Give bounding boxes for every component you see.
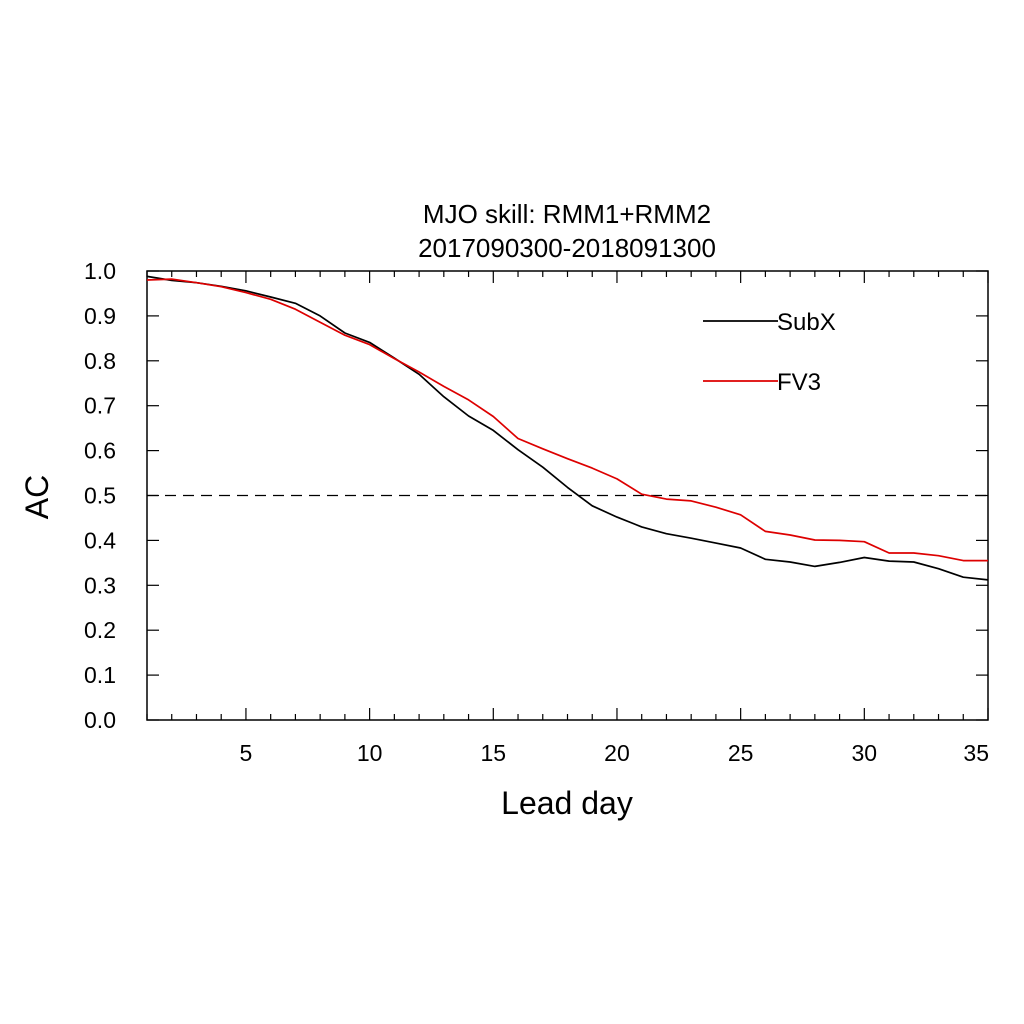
y-axis-label: AC xyxy=(19,475,55,519)
x-tick-label: 15 xyxy=(480,740,506,766)
series-line-subx xyxy=(146,275,989,581)
y-tick-label: 0.9 xyxy=(84,303,116,329)
y-tick-label: 0.4 xyxy=(84,527,116,553)
legend-label-fv3: FV3 xyxy=(777,369,821,396)
y-tick-label: 1.0 xyxy=(84,258,116,284)
legend-label-subx: SubX xyxy=(777,309,836,336)
y-tick-label: 0.0 xyxy=(84,707,116,733)
y-tick-label: 0.6 xyxy=(84,438,116,464)
x-axis-label: Lead day xyxy=(501,785,633,821)
y-tick-label: 0.3 xyxy=(84,572,116,598)
x-tick-label: 30 xyxy=(852,740,878,766)
x-tick-label: 5 xyxy=(240,740,253,766)
chart-subtitle: 2017090300-2018091300 xyxy=(418,233,716,263)
y-tick-label: 0.5 xyxy=(84,483,116,509)
y-axis-ticks: 0.0 0.1 0.2 0.3 0.4 0.5 0.6 0.7 0.8 0.9 1.0 xyxy=(84,258,988,733)
x-tick-label: 20 xyxy=(604,740,630,766)
series-group xyxy=(146,275,989,581)
y-tick-label: 0.8 xyxy=(84,348,116,374)
x-tick-label: 10 xyxy=(357,740,383,766)
x-axis-ticks: 5 10 15 20 25 30 35 xyxy=(146,271,989,766)
x-tick-label: 25 xyxy=(728,740,754,766)
y-tick-label: 0.2 xyxy=(84,617,116,643)
series-line-fv3 xyxy=(146,278,988,562)
chart-title: MJO skill: RMM1+RMM2 xyxy=(423,199,711,229)
y-tick-label: 0.1 xyxy=(84,662,116,688)
y-tick-label: 0.7 xyxy=(84,393,116,419)
x-tick-label: 35 xyxy=(963,740,989,766)
legend: SubX FV3 xyxy=(703,309,836,396)
